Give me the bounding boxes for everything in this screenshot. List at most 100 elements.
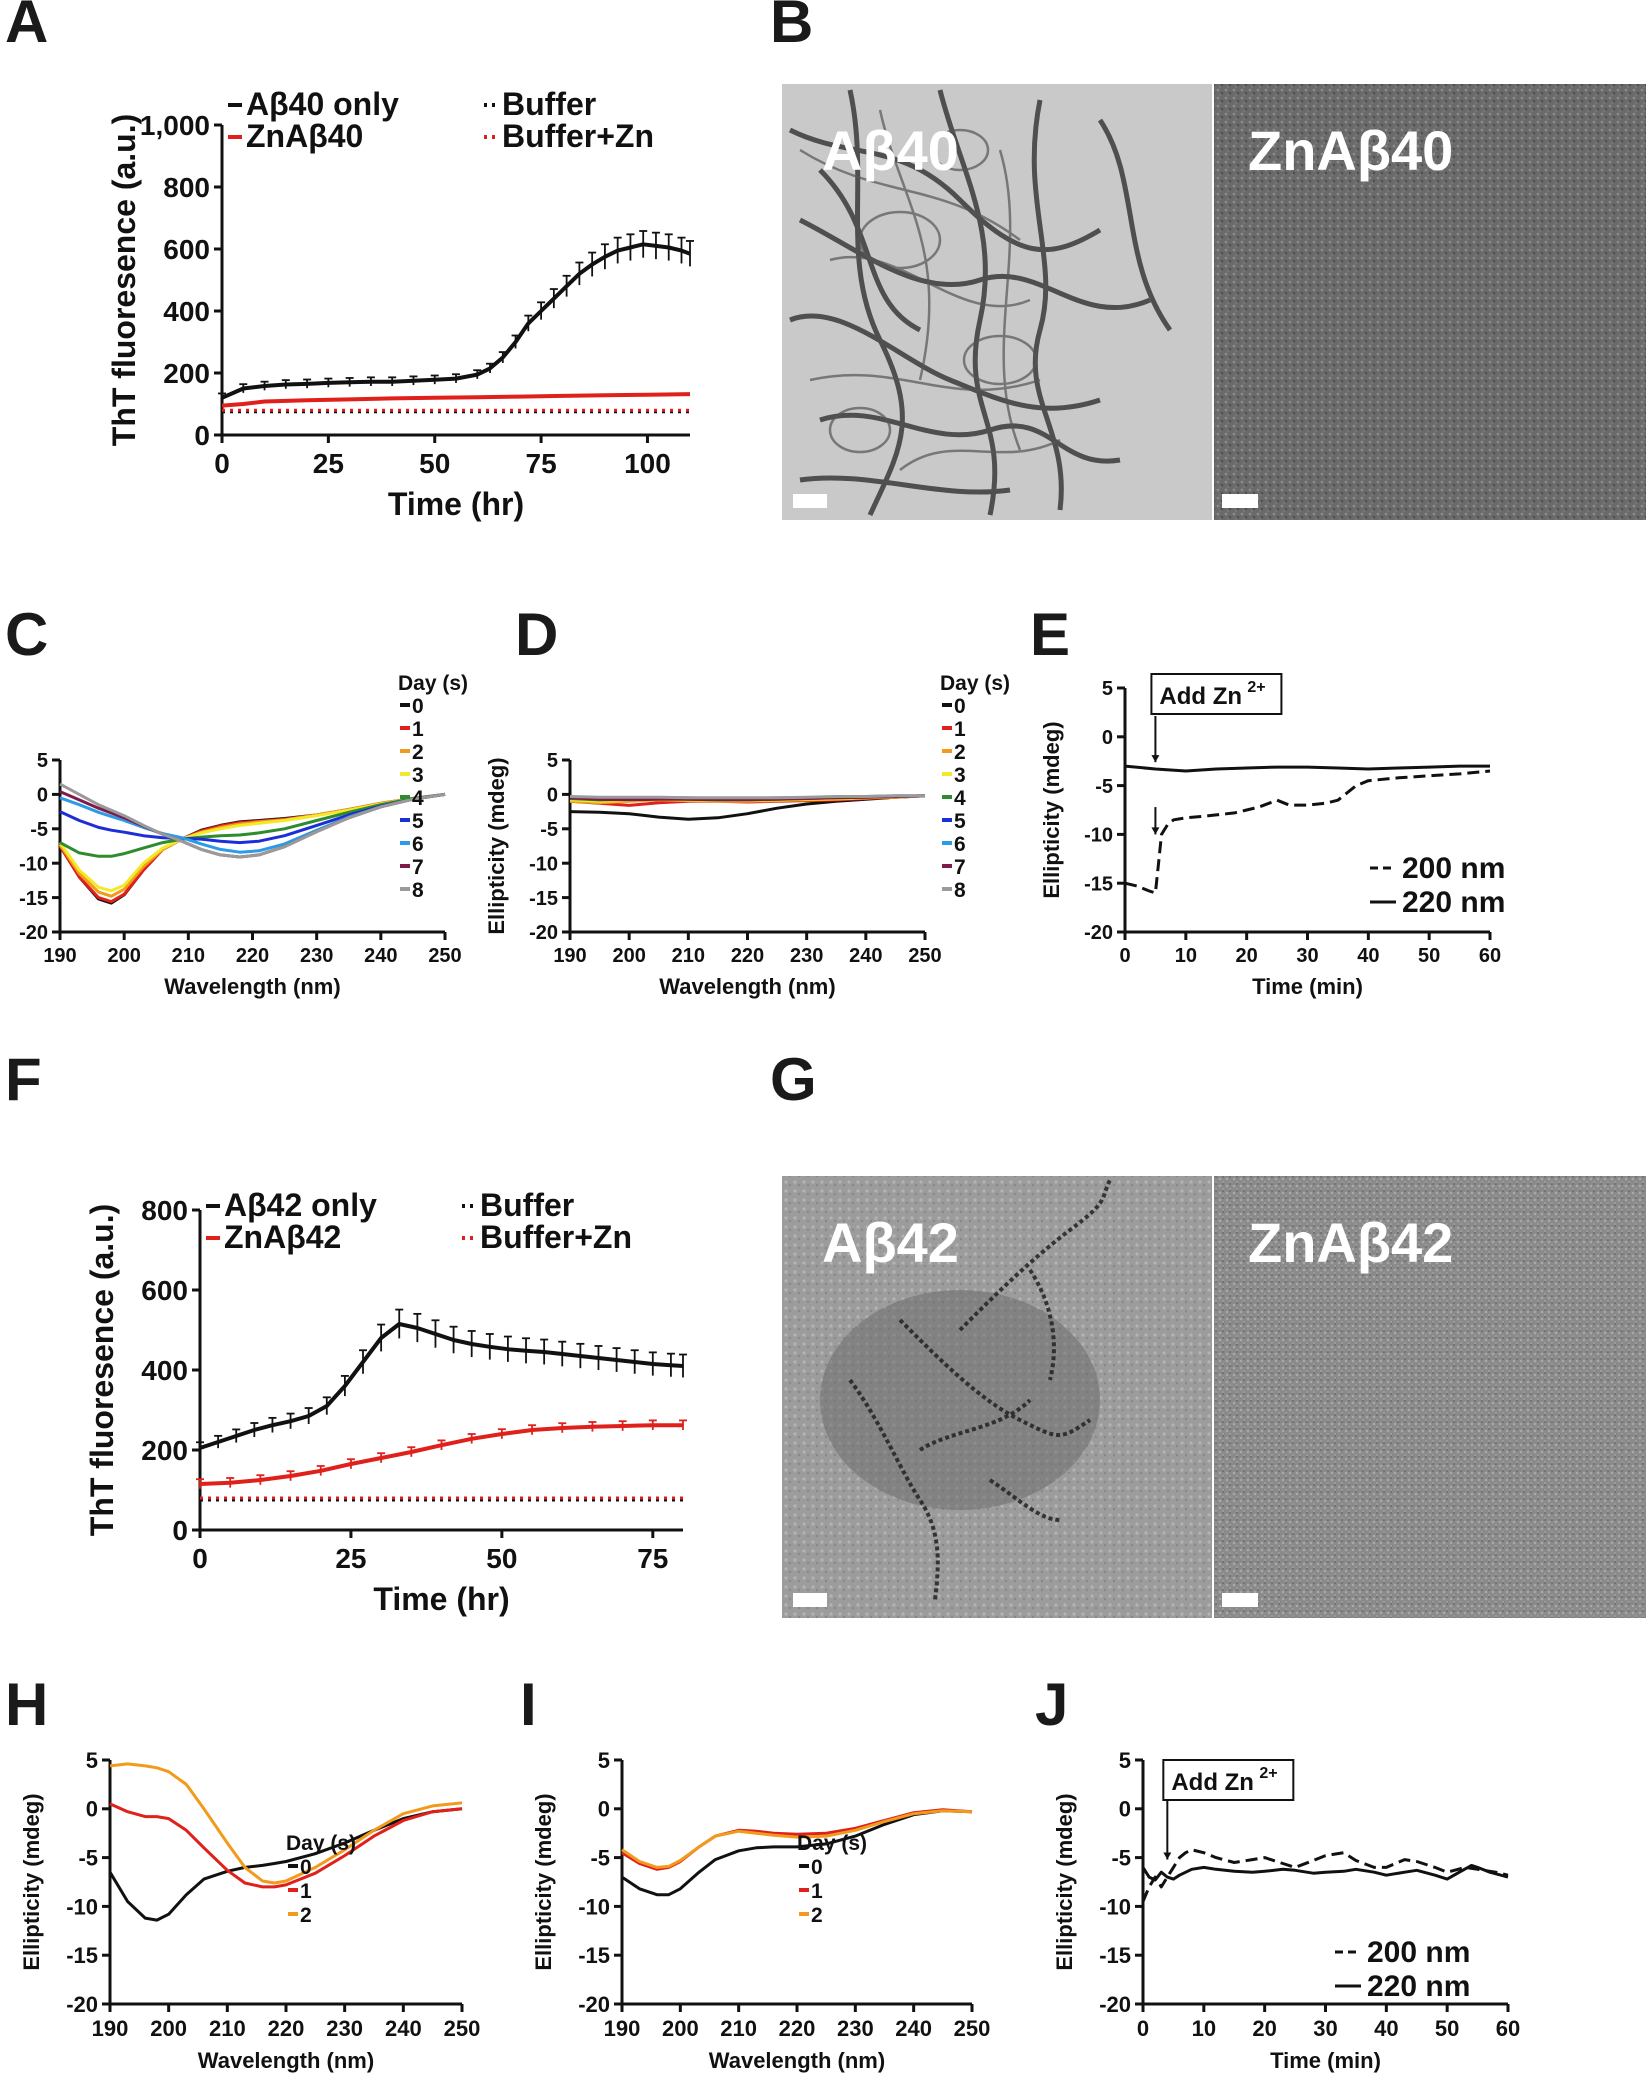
add-zn-arrowhead (1163, 1852, 1172, 1860)
legend-title: Day (s) (797, 1832, 867, 1855)
x-tick-label: 40 (1357, 945, 1379, 967)
y-tick-label: 400 (163, 296, 210, 327)
x-tick-label: 20 (1252, 2016, 1276, 2041)
legend-label: 7 (412, 856, 424, 879)
legend-label: 200 nm (1367, 1936, 1470, 1969)
y-tick-label: 200 (141, 1435, 188, 1466)
y-tick-label: 5 (598, 1748, 610, 1773)
x-tick-label: 60 (1479, 945, 1501, 967)
y-axis-label: Ellipticity (mdeg) (484, 757, 509, 934)
y-tick-label: 0 (194, 420, 210, 451)
x-tick-label: 190 (553, 945, 586, 967)
legend-title: Day (s) (940, 672, 1010, 695)
series-line-e-0 (1124, 769, 1491, 895)
series-line-f-0 (199, 1322, 684, 1450)
y-tick-label: -10 (578, 1894, 610, 1919)
y-tick-label: -10 (19, 853, 48, 875)
series-line-c-5 (59, 792, 446, 845)
legend-title: Day (s) (286, 1832, 356, 1855)
scale-bar-b-right (1222, 494, 1258, 508)
x-tick-label: 30 (1313, 2016, 1337, 2041)
series-line-c-1 (58, 792, 446, 904)
micrograph-label-znabeta42: ZnAβ42 (1248, 1211, 1453, 1274)
y-tick-label: 800 (141, 1195, 188, 1226)
series-line-e-1 (1124, 764, 1490, 773)
chart-f: 0 25 50 75 0 200 400 600 800 Time (hr) ThT fluores… (84, 1187, 687, 1617)
y-tick-label: 0 (172, 1515, 188, 1546)
x-tick-label: 60 (1496, 2016, 1520, 2041)
add-zn-arrowhead (1151, 755, 1160, 763)
add-zn-superscript: 2+ (1247, 679, 1265, 696)
x-tick-label: 100 (624, 448, 671, 479)
panel-label-i: I (520, 1671, 537, 1738)
y-axis-label: Ellipticity (mdeg) (19, 1793, 44, 1970)
chart-e: 0 10 20 30 40 50 60 -20 -15 -10 -5 0 5 Time (min) Elli… (1039, 673, 1505, 999)
panel-label-j: J (1035, 1671, 1068, 1738)
x-axis-label: Time (hr) (373, 1581, 509, 1617)
legend-label: 8 (954, 879, 966, 902)
x-tick-label: 230 (300, 945, 333, 967)
x-tick-label: 210 (672, 945, 705, 967)
y-axis-label: Ellipticity (mdeg) (1052, 1793, 1077, 1970)
legend-label: 2 (954, 741, 966, 764)
legend-label: 4 (412, 787, 424, 810)
legend-label: 0 (811, 1856, 823, 1879)
y-tick-label: -20 (1084, 922, 1113, 944)
x-tick-label: 230 (790, 945, 823, 967)
x-tick-label: 10 (1175, 945, 1197, 967)
x-tick-label: 50 (419, 448, 450, 479)
legend-label: Buffer (480, 1187, 574, 1223)
x-tick-label: 0 (1137, 2016, 1149, 2041)
y-tick-label: -5 (78, 1846, 98, 1871)
x-tick-label: 210 (209, 2016, 246, 2041)
legend-label: Aβ40 only (246, 86, 399, 122)
legend-label: 0 (954, 695, 966, 718)
x-tick-label: 240 (895, 2016, 932, 2041)
x-tick-label: 210 (172, 945, 205, 967)
scale-bar-b-left (793, 494, 827, 508)
x-tick-label: 220 (268, 2016, 305, 2041)
micrograph-g-right: ZnAβ42 (1214, 1176, 1646, 1618)
series-line-c-2 (58, 792, 446, 898)
x-tick-label: 240 (849, 945, 882, 967)
y-tick-label: 400 (141, 1355, 188, 1386)
series-line-h-0 (108, 1807, 463, 1922)
x-axis-label: Wavelength (nm) (198, 2048, 374, 2073)
x-axis-label: Wavelength (nm) (164, 974, 340, 999)
legend-label: Buffer+Zn (502, 118, 654, 154)
series-line-f-1 (199, 1423, 683, 1486)
y-tick-label: 5 (37, 750, 48, 772)
add-zn-arrowhead-2 (1151, 827, 1160, 835)
x-tick-label: 220 (236, 945, 269, 967)
micrograph-label-abeta42: Aβ42 (822, 1211, 959, 1274)
y-tick-label: -5 (1111, 1846, 1131, 1871)
legend-label: 2 (300, 1904, 312, 1927)
y-tick-label: 600 (163, 234, 210, 265)
x-axis-label: Time (hr) (388, 486, 524, 522)
x-tick-label: 40 (1374, 2016, 1398, 2041)
series-line-h-1 (109, 1802, 463, 1889)
y-tick-label: 600 (141, 1275, 188, 1306)
y-axis-label: ThT fluoresence (a.u.) (84, 1204, 120, 1536)
x-tick-label: 250 (954, 2016, 991, 2041)
y-tick-label: -10 (1084, 825, 1113, 847)
micrograph-label-abeta40: Aβ40 (822, 119, 959, 182)
x-tick-label: 0 (214, 448, 230, 479)
series-line-j-0 (1141, 1848, 1509, 1903)
legend-label: 5 (412, 810, 424, 833)
y-tick-label: 0 (86, 1797, 98, 1822)
y-axis-label: Ellipticity (mdeg) (531, 1793, 556, 1970)
x-axis-label: Time (min) (1270, 2048, 1381, 2073)
y-tick-label: 0 (598, 1797, 610, 1822)
y-axis-label: Ellipticity (mdeg) (1039, 721, 1064, 898)
y-tick-label: -15 (529, 888, 558, 910)
y-tick-label: -10 (529, 853, 558, 875)
y-tick-label: -5 (540, 819, 558, 841)
y-tick-label: 0 (1102, 727, 1113, 749)
x-tick-label: 250 (908, 945, 941, 967)
y-tick-label: 5 (1119, 1748, 1131, 1773)
chart-d: 190 200 210 220 230 240 250-20-15-10-505Wavele… (484, 672, 1010, 999)
legend-label: 0 (300, 1856, 312, 1879)
y-tick-label: 5 (547, 750, 558, 772)
